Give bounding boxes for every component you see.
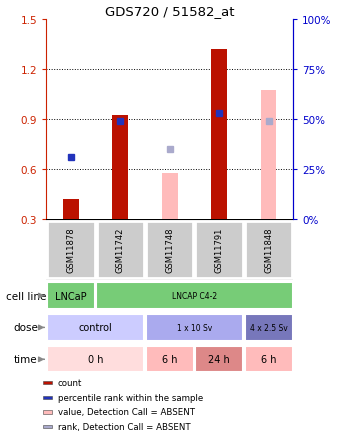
Bar: [146, 315, 243, 341]
Text: LNCAP C4-2: LNCAP C4-2: [172, 291, 217, 300]
Bar: [96, 283, 293, 309]
Text: GSM11742: GSM11742: [116, 227, 125, 272]
Text: dose: dose: [13, 323, 38, 332]
Text: 24 h: 24 h: [208, 355, 230, 365]
Text: GSM11791: GSM11791: [215, 227, 224, 272]
Bar: [196, 221, 243, 278]
Text: rank, Detection Call = ABSENT: rank, Detection Call = ABSENT: [58, 422, 190, 431]
Text: 0 h: 0 h: [88, 355, 104, 365]
Bar: [63, 199, 79, 219]
Bar: [43, 396, 52, 399]
Bar: [43, 381, 52, 385]
Bar: [211, 49, 227, 219]
Bar: [195, 346, 243, 372]
Bar: [245, 346, 293, 372]
Bar: [113, 116, 128, 219]
Text: percentile rank within the sample: percentile rank within the sample: [58, 393, 203, 402]
Bar: [146, 346, 194, 372]
Bar: [47, 221, 95, 278]
Text: time: time: [14, 355, 37, 365]
Bar: [43, 411, 52, 414]
Text: GSM11748: GSM11748: [165, 227, 174, 272]
Bar: [245, 315, 293, 341]
Text: LNCaP: LNCaP: [55, 291, 87, 301]
Text: 4 x 2.5 Sv: 4 x 2.5 Sv: [250, 323, 287, 332]
Text: cell line: cell line: [5, 291, 46, 301]
Text: count: count: [58, 378, 82, 387]
Bar: [245, 221, 292, 278]
Bar: [261, 91, 276, 219]
Title: GDS720 / 51582_at: GDS720 / 51582_at: [105, 5, 235, 18]
Bar: [162, 174, 178, 219]
Text: value, Detection Call = ABSENT: value, Detection Call = ABSENT: [58, 408, 195, 417]
Text: 6 h: 6 h: [261, 355, 276, 365]
Text: GSM11878: GSM11878: [67, 227, 75, 272]
Bar: [47, 283, 95, 309]
Text: control: control: [79, 323, 113, 332]
Bar: [47, 315, 144, 341]
Text: 1 x 10 Sv: 1 x 10 Sv: [177, 323, 212, 332]
Text: GSM11848: GSM11848: [264, 227, 273, 272]
Bar: [43, 425, 52, 428]
Text: 6 h: 6 h: [162, 355, 178, 365]
Bar: [47, 346, 144, 372]
Bar: [97, 221, 144, 278]
Bar: [146, 221, 193, 278]
